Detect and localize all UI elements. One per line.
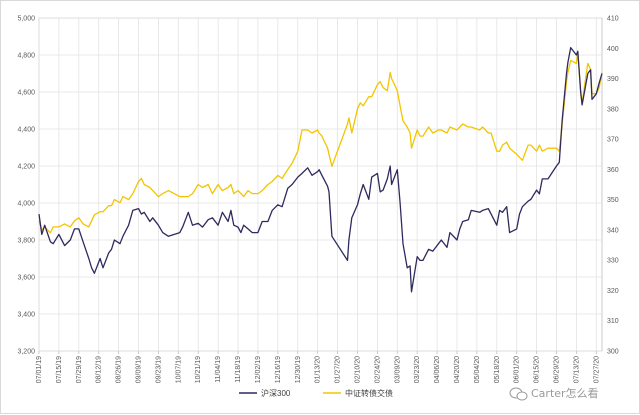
x-tick-label: 07/15/19 [56,356,63,383]
axes: 3,200 3,400 3,600 3,800 4,000 4,200 4,400 4,600… [17,16,618,384]
series-line-hs300 [38,46,603,293]
x-tick-label: 06/29/20 [554,356,561,383]
y-left-tick-label: 4,800 [17,53,35,60]
y-left-tick-label: 3,600 [17,275,35,282]
legend: 沪深300 中证转债交债 [239,388,393,398]
x-tick-label: 06/01/20 [514,356,521,383]
series-lines [38,46,603,293]
x-tick-label: 01/13/20 [315,356,322,383]
x-tick-label: 12/02/19 [255,356,262,383]
y-right-tick-label: 300 [607,349,619,356]
x-tick-label: 03/09/20 [394,356,401,383]
y-left-tick-label: 4,400 [17,127,35,134]
x-tick-label: 09/09/19 [136,356,143,383]
y-right-tick-label: 340 [607,227,619,234]
x-tick-label: 12/30/19 [295,356,302,383]
legend-label-convertible: 中证转债交债 [345,388,393,398]
y-left-tick-label: 5,000 [17,16,35,23]
watermark: Carter怎么看 [509,386,599,401]
x-tick-label: 07/13/20 [573,356,580,383]
x-tick-label: 04/20/20 [454,356,461,383]
y-right-tick-label: 320 [607,288,619,295]
x-tick-label: 07/29/19 [76,356,83,383]
x-tick-label: 11/04/19 [215,356,222,383]
y-left-tick-label: 4,000 [17,201,35,208]
x-tick-label: 02/10/20 [354,356,361,383]
y-right-tick-label: 350 [607,197,619,204]
y-right-tick-label: 310 [607,318,619,325]
y-left-tick-label: 3,800 [17,238,35,245]
y-right-tick-label: 390 [607,76,619,83]
x-tick-label: 10/07/19 [175,356,182,383]
y-left-tick-label: 4,200 [17,164,35,171]
wechat-icon [509,387,528,401]
y-right-tick-label: 370 [607,137,619,144]
y-right-tick-label: 360 [607,167,619,174]
y-right-tick-label: 380 [607,106,619,113]
x-tick-label: 06/15/20 [534,356,541,383]
y-left-tick-label: 4,600 [17,90,35,97]
y-right-tick-label: 410 [607,16,619,23]
x-tick-label: 11/18/19 [235,356,242,383]
x-tick-label: 05/18/20 [494,356,501,383]
y-left-tick-label: 3,400 [17,312,35,319]
x-tick-label: 05/04/20 [474,356,481,383]
plot-frame [38,17,603,352]
gridlines [38,17,603,352]
x-tick-label: 07/01/19 [36,356,43,383]
x-tick-label: 01/27/20 [335,356,342,383]
y-right-tick-label: 330 [607,258,619,265]
x-tick-label: 02/24/20 [374,356,381,383]
x-tick-label: 08/26/19 [116,356,123,383]
x-tick-label: 09/23/19 [155,356,162,383]
x-tick-label: 07/27/20 [593,356,600,383]
x-tick-label: 04/06/20 [434,356,441,383]
x-tick-label: 08/12/19 [96,356,103,383]
series-line-convertible [38,50,603,234]
x-tick-label: 03/23/20 [414,356,421,383]
watermark-text: Carter怎么看 [531,386,599,400]
x-tick-label: 10/21/19 [195,356,202,383]
y-right-tick-label: 400 [607,46,619,53]
legend-label-hs300: 沪深300 [261,388,291,398]
y-left-tick-label: 3,200 [17,349,35,356]
x-tick-label: 12/16/19 [275,356,282,383]
